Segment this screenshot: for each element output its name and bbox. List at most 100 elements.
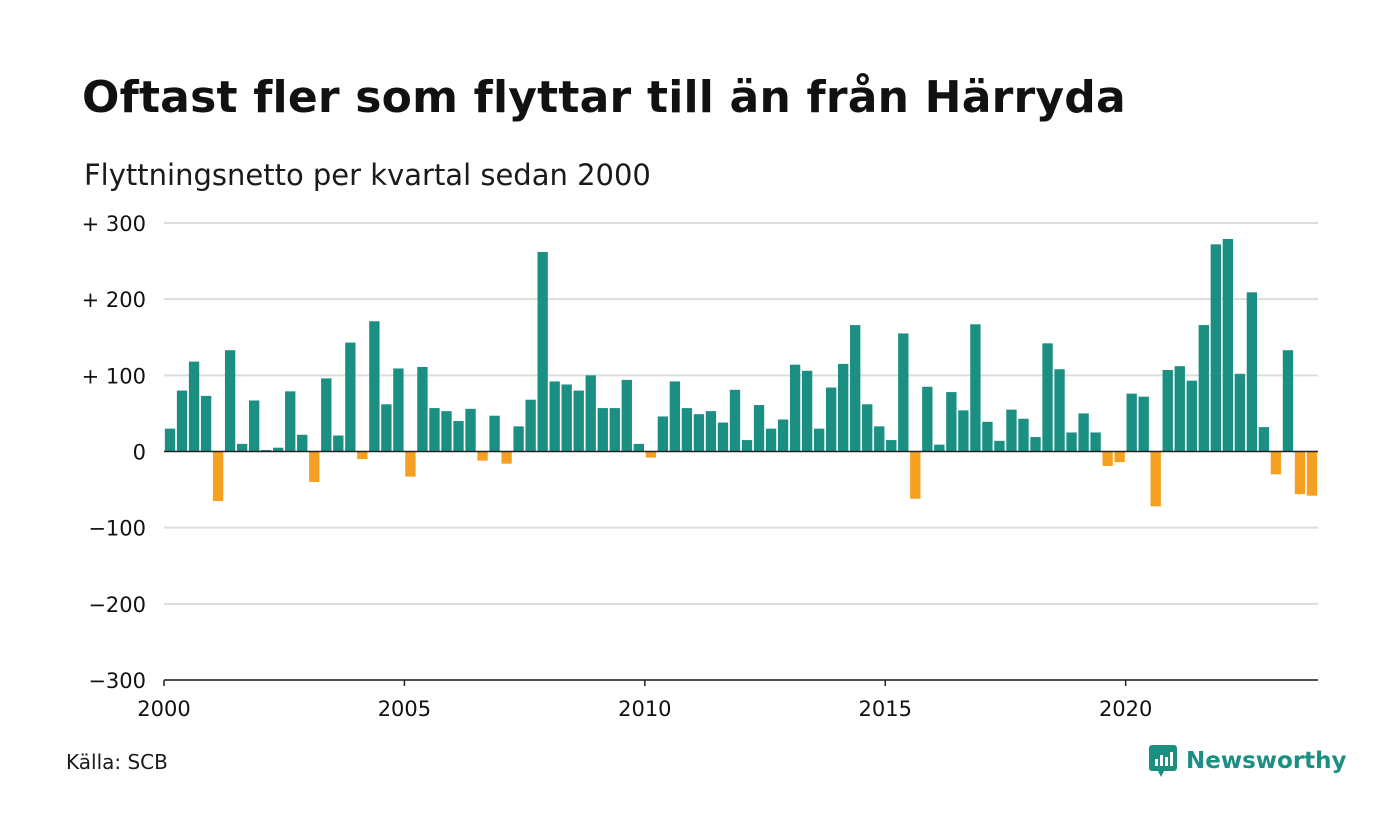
chart-subtitle: Flyttningsnetto per kvartal sedan 2000 — [84, 158, 651, 192]
bar — [741, 440, 753, 452]
bar — [453, 421, 464, 452]
bar — [729, 389, 741, 452]
bar — [489, 415, 500, 452]
bar — [345, 342, 356, 452]
bar — [236, 443, 248, 452]
bar — [886, 440, 897, 452]
x-tick-label: 2020 — [1099, 697, 1152, 721]
bar — [765, 428, 777, 452]
bar — [573, 390, 584, 452]
bar — [1066, 432, 1077, 452]
bar — [1078, 413, 1089, 452]
bar — [922, 386, 933, 452]
bar — [525, 399, 536, 452]
y-tick-label: −300 — [88, 669, 146, 693]
bar — [1114, 451, 1125, 463]
bar — [164, 428, 176, 452]
bar — [200, 395, 212, 452]
bar — [333, 435, 344, 452]
bar — [645, 451, 657, 458]
bar — [1246, 292, 1258, 452]
bar — [753, 405, 765, 452]
bar — [465, 408, 476, 452]
bar — [982, 421, 993, 452]
bar — [994, 440, 1005, 452]
bar — [717, 422, 729, 452]
x-tick-label: 2015 — [859, 697, 912, 721]
brand-name: Newsworthy — [1186, 748, 1347, 774]
bar — [381, 404, 392, 452]
bar — [1282, 350, 1294, 452]
bar — [1162, 370, 1173, 452]
bar — [946, 392, 957, 452]
bar — [970, 324, 981, 452]
bar — [321, 378, 332, 452]
bar — [850, 325, 861, 452]
bar — [1090, 432, 1101, 452]
bar — [585, 375, 596, 452]
bar — [369, 321, 380, 452]
bar — [248, 400, 260, 452]
bar — [1006, 409, 1017, 452]
bar — [1102, 451, 1113, 466]
bar — [285, 391, 296, 452]
bar — [874, 426, 885, 452]
bar — [1306, 451, 1318, 496]
bar — [477, 451, 488, 461]
bar — [429, 408, 440, 452]
bar — [405, 451, 416, 477]
bar — [513, 426, 524, 452]
bar — [501, 451, 512, 464]
bar — [1198, 325, 1209, 452]
bar — [898, 333, 909, 452]
bar — [176, 390, 188, 452]
y-tick-label: −100 — [88, 517, 146, 541]
bar — [1042, 343, 1053, 452]
bar — [261, 449, 272, 452]
bar — [1294, 451, 1306, 495]
bar — [621, 379, 632, 452]
x-tick-label: 2005 — [378, 697, 431, 721]
bars — [164, 238, 1318, 507]
bar — [597, 408, 608, 452]
bar — [777, 419, 789, 452]
y-tick-label: 0 — [133, 441, 146, 465]
bar — [633, 443, 644, 452]
bar — [801, 370, 813, 452]
bar — [1186, 380, 1197, 452]
newsworthy-logo-icon — [1149, 745, 1177, 777]
bar — [1222, 238, 1234, 452]
bar — [212, 451, 224, 502]
bar — [297, 434, 308, 452]
bar — [1270, 451, 1282, 475]
bar — [273, 447, 284, 452]
bar — [561, 384, 572, 452]
bar — [681, 408, 693, 452]
chart-title: Oftast fler som flyttar till än från Här… — [82, 72, 1126, 123]
bar — [1126, 393, 1137, 452]
y-tick-label: −200 — [88, 593, 146, 617]
x-tick-label: 2000 — [137, 697, 190, 721]
bar — [693, 414, 705, 452]
bar — [657, 416, 669, 452]
bar — [1258, 427, 1270, 452]
bar — [393, 368, 404, 452]
bar — [1150, 451, 1161, 507]
bar — [417, 366, 428, 452]
tick-labels: + 300 + 200 + 100 0 −100 −200 −300 2000 2005 2010… — [82, 212, 1153, 721]
bar — [669, 381, 681, 452]
bar — [705, 411, 717, 452]
bar — [357, 451, 368, 460]
bar — [441, 411, 452, 452]
bar — [224, 350, 236, 452]
source-note: Källa: SCB — [66, 750, 168, 774]
bar — [188, 361, 200, 452]
bar — [838, 363, 849, 452]
bar — [309, 451, 320, 482]
y-tick-label: + 200 — [82, 288, 146, 312]
y-tick-label: + 300 — [82, 212, 146, 236]
y-tick-label: + 100 — [82, 364, 146, 388]
bar — [549, 381, 560, 452]
bar — [825, 387, 837, 452]
